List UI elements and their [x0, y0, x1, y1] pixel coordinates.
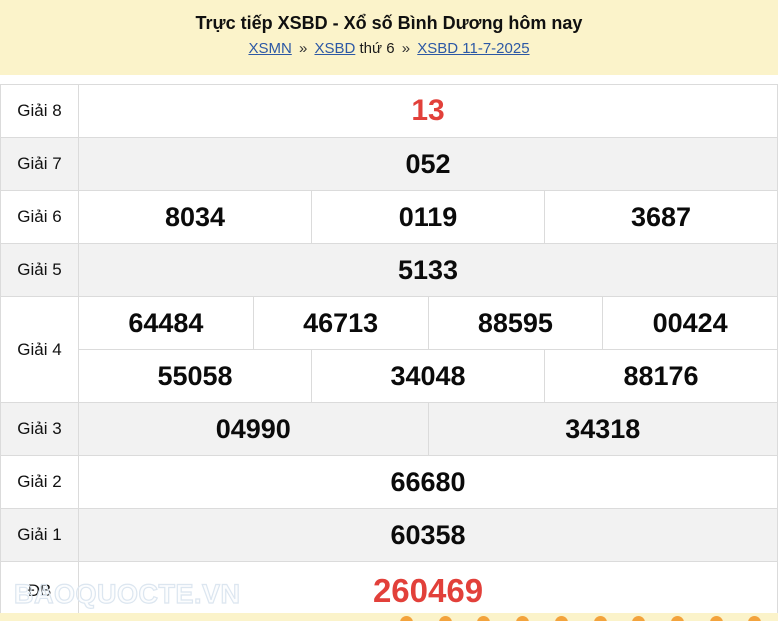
prize-values: 8034 0119 3687 [79, 191, 777, 243]
prize-number: 04990 [215, 413, 291, 444]
prize-row-giai2: Giải 2 66680 [1, 455, 777, 508]
prize-number: 3687 [544, 191, 777, 243]
prize-number: 5133 [397, 254, 459, 285]
prize-label: Giải 2 [1, 456, 79, 508]
prize-number: 55058 [157, 360, 233, 391]
prize-line: 8034 0119 3687 [79, 191, 777, 243]
ball-dot-icon [709, 616, 723, 621]
prize-row-giai1: Giải 1 60358 [1, 508, 777, 561]
prize-row-giai5: Giải 5 5133 [1, 243, 777, 296]
prize-number: 64484 [128, 307, 204, 338]
ball-dot-icon [554, 616, 568, 621]
breadcrumb-link-date[interactable]: XSBD 11-7-2025 [417, 40, 530, 57]
ball-dot-icon [477, 616, 491, 621]
prize-line: 5133 [79, 244, 777, 296]
prize-line: 66680 [79, 456, 777, 508]
prize-label: Giải 1 [1, 509, 79, 561]
bottom-strip [0, 613, 778, 621]
prize-row-giai6: Giải 6 8034 0119 3687 [1, 190, 777, 243]
ball-dot-icon [438, 616, 452, 621]
prize-number: 00424 [602, 297, 777, 349]
prize-row-giai7: Giải 7 052 [1, 137, 777, 190]
prize-values: 04990 34318 [79, 403, 777, 455]
ball-dot-icon [400, 616, 413, 621]
breadcrumb-link-xsbd[interactable]: XSBD [314, 40, 356, 57]
prize-row-giai8: Giải 8 13 [1, 85, 777, 137]
prize-number: 88595 [427, 297, 603, 349]
prize-values: 5133 [79, 244, 777, 296]
prize-line: 13 [79, 85, 777, 137]
prize-line: 260469 [79, 562, 777, 619]
prize-label: Giải 4 [1, 297, 79, 402]
ball-dot-icon [632, 616, 646, 621]
breadcrumb-separator: » [401, 40, 411, 57]
prize-number: 13 [411, 94, 445, 127]
prize-label: Giải 3 [1, 403, 79, 455]
breadcrumb-separator: » [298, 40, 308, 57]
page-title: Trực tiếp XSBD - Xổ số Bình Dương hôm na… [195, 13, 583, 33]
prize-number: 46713 [252, 297, 428, 349]
results-table: Giải 8 13 Giải 7 052 Giải 6 8034 0119 3687 Giải … [0, 84, 778, 620]
ball-dot-icon [516, 616, 530, 621]
prize-label: Giải 6 [1, 191, 79, 243]
prize-number: 260469 [372, 571, 484, 609]
prize-values: 66680 [79, 456, 777, 508]
prize-values: 64484 46713 88595 00424 55058 34048 88176 [79, 297, 777, 402]
prize-values: 13 [79, 85, 777, 137]
breadcrumb: XSMN » XSBD thứ 6 » XSBD 11-7-2025 [0, 38, 778, 59]
prize-number: 34318 [427, 403, 778, 455]
prize-number: 34048 [311, 350, 544, 402]
ball-dot-icon [748, 616, 762, 621]
prize-line: 55058 34048 88176 [79, 349, 777, 402]
prize-number: 052 [405, 148, 451, 179]
ball-dot-icon [593, 616, 607, 621]
prize-label: Giải 8 [1, 85, 79, 137]
prize-values: 052 [79, 138, 777, 190]
prize-row-giai3: Giải 3 04990 34318 [1, 402, 777, 455]
breadcrumb-text-weekday: thứ 6 [359, 40, 395, 57]
prize-label: Giải 5 [1, 244, 79, 296]
header: Trực tiếp XSBD - Xổ số Bình Dương hôm na… [0, 0, 778, 75]
prize-values: 60358 [79, 509, 777, 561]
breadcrumb-link-xsmn[interactable]: XSMN [248, 40, 292, 57]
prize-number: 88176 [544, 350, 777, 402]
prize-line: 60358 [79, 509, 777, 561]
prize-label: ĐB [1, 562, 79, 619]
prize-line: 64484 46713 88595 00424 [79, 297, 777, 349]
prize-line: 052 [79, 138, 777, 190]
prize-number: 60358 [390, 519, 466, 550]
prize-number: 0119 [311, 191, 544, 243]
prize-row-db: ĐB 260469 [1, 561, 777, 619]
prize-label: Giải 7 [1, 138, 79, 190]
prize-number: 66680 [390, 466, 466, 497]
ball-dot-icon [670, 616, 684, 621]
prize-number: 8034 [164, 201, 226, 232]
prize-values: 260469 [79, 562, 777, 619]
prize-line: 04990 34318 [79, 403, 777, 455]
prize-row-giai4: Giải 4 64484 46713 88595 00424 55058 34048 8817… [1, 296, 777, 402]
